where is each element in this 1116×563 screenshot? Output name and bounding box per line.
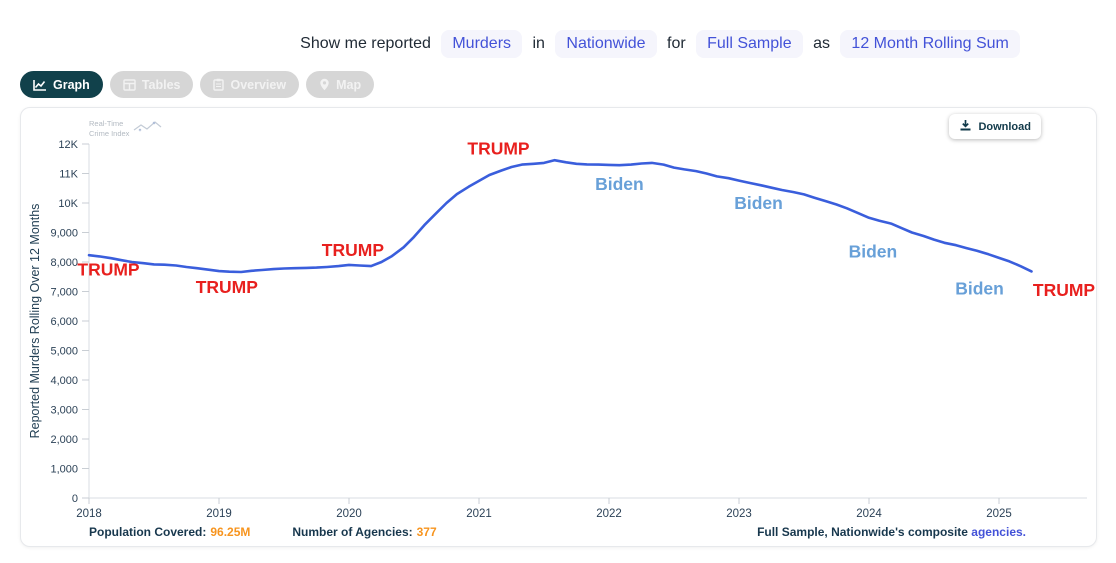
annotation-trump: TRUMP bbox=[196, 277, 259, 297]
annotation-biden: Biden bbox=[955, 279, 1004, 299]
agencies-link[interactable]: agencies. bbox=[971, 525, 1026, 539]
query-word-for: for bbox=[667, 35, 686, 52]
y-tick-label: 5,000 bbox=[50, 346, 78, 358]
metric-dropdown[interactable]: Murders bbox=[441, 30, 523, 58]
agencies-value: 377 bbox=[416, 525, 437, 539]
annotation-trump: TRUMP bbox=[1033, 280, 1096, 300]
chart-footer: Population Covered: 96.25M Number of Agen… bbox=[89, 525, 1026, 539]
tab-label: Map bbox=[336, 77, 362, 92]
tab-map[interactable]: Map bbox=[306, 71, 375, 98]
y-axis-title: Reported Murders Rolling Over 12 Months bbox=[28, 204, 42, 439]
tab-tables[interactable]: Tables bbox=[109, 71, 194, 98]
rtci-watermark: Real-Time Crime Index bbox=[89, 119, 163, 139]
y-tick-label: 4,000 bbox=[50, 375, 78, 387]
x-tick-label: 2019 bbox=[206, 508, 232, 520]
y-tick-label: 2,000 bbox=[50, 434, 78, 446]
annotation-biden: Biden bbox=[849, 242, 898, 262]
agency-count: Number of Agencies: 377 bbox=[292, 525, 437, 539]
y-tick-label: 11K bbox=[59, 169, 78, 181]
y-tick-label: 1,000 bbox=[50, 464, 78, 476]
watermark-line2: Crime Index bbox=[89, 128, 130, 138]
query-word-in: in bbox=[532, 35, 545, 52]
tab-label: Graph bbox=[53, 77, 90, 92]
population-value: 96.25M bbox=[210, 525, 251, 539]
y-tick-label: 6,000 bbox=[50, 316, 78, 328]
query-prefix: Show me reported bbox=[300, 35, 431, 52]
clipboard-icon bbox=[213, 78, 225, 91]
map-pin-icon bbox=[319, 78, 330, 91]
tab-graph[interactable]: Graph bbox=[20, 71, 103, 98]
download-button[interactable]: Download bbox=[949, 114, 1041, 139]
sample-dropdown[interactable]: Full Sample bbox=[696, 30, 803, 58]
x-tick-label: 2018 bbox=[76, 508, 102, 520]
view-tabs: Graph Tables Overview Map bbox=[20, 71, 375, 98]
annotation-trump: TRUMP bbox=[77, 259, 140, 279]
download-label: Download bbox=[978, 120, 1031, 133]
murders-line-chart: 0 1,000 2,000 3,000 4,000 5,000 6,000 7,000 8,00… bbox=[28, 138, 1096, 520]
axes bbox=[88, 144, 1087, 499]
chart-card: Real-Time Crime Index Download 0 1,000 2,0… bbox=[20, 107, 1097, 547]
query-word-as: as bbox=[813, 35, 830, 52]
y-tick-label: 10K bbox=[58, 198, 78, 210]
x-tick-label: 2022 bbox=[596, 508, 622, 520]
query-sentence: Show me reported Murders in Nationwide f… bbox=[204, 30, 1116, 58]
rtci-logo-icon bbox=[133, 119, 163, 138]
display-mode-dropdown[interactable]: 12 Month Rolling Sum bbox=[840, 30, 1020, 58]
murders-line bbox=[87, 158, 1033, 274]
annotation-biden: Biden bbox=[734, 193, 783, 213]
x-tick-label: 2023 bbox=[726, 508, 752, 520]
download-icon bbox=[959, 119, 972, 135]
tab-overview[interactable]: Overview bbox=[200, 71, 300, 98]
population-covered: Population Covered: 96.25M bbox=[89, 525, 251, 539]
sample-description: Full Sample, Nationwide's composite agen… bbox=[757, 525, 1026, 539]
tab-label: Tables bbox=[141, 77, 181, 92]
table-icon bbox=[123, 78, 136, 91]
geography-dropdown[interactable]: Nationwide bbox=[555, 30, 657, 58]
annotation-trump: TRUMP bbox=[467, 138, 530, 158]
x-tick-label: 2020 bbox=[336, 508, 362, 520]
line-chart-icon bbox=[33, 79, 47, 91]
watermark-line1: Real-Time bbox=[89, 119, 124, 128]
y-tick-label: 8,000 bbox=[50, 257, 78, 269]
y-tick-label: 0 bbox=[72, 493, 78, 505]
annotation-biden: Biden bbox=[595, 174, 644, 194]
x-tick-label: 2021 bbox=[466, 508, 492, 520]
y-tick-label: 3,000 bbox=[50, 405, 78, 417]
y-tick-label: 7,000 bbox=[50, 287, 78, 299]
x-tick-label: 2024 bbox=[856, 508, 882, 520]
y-tick-label: 9,000 bbox=[50, 228, 78, 240]
tab-label: Overview bbox=[230, 77, 287, 92]
y-tick-label: 12K bbox=[58, 139, 78, 151]
x-tick-label: 2025 bbox=[986, 508, 1012, 520]
annotation-trump: TRUMP bbox=[322, 240, 385, 260]
coverage-stats: Population Covered: 96.25M Number of Agen… bbox=[89, 525, 437, 539]
